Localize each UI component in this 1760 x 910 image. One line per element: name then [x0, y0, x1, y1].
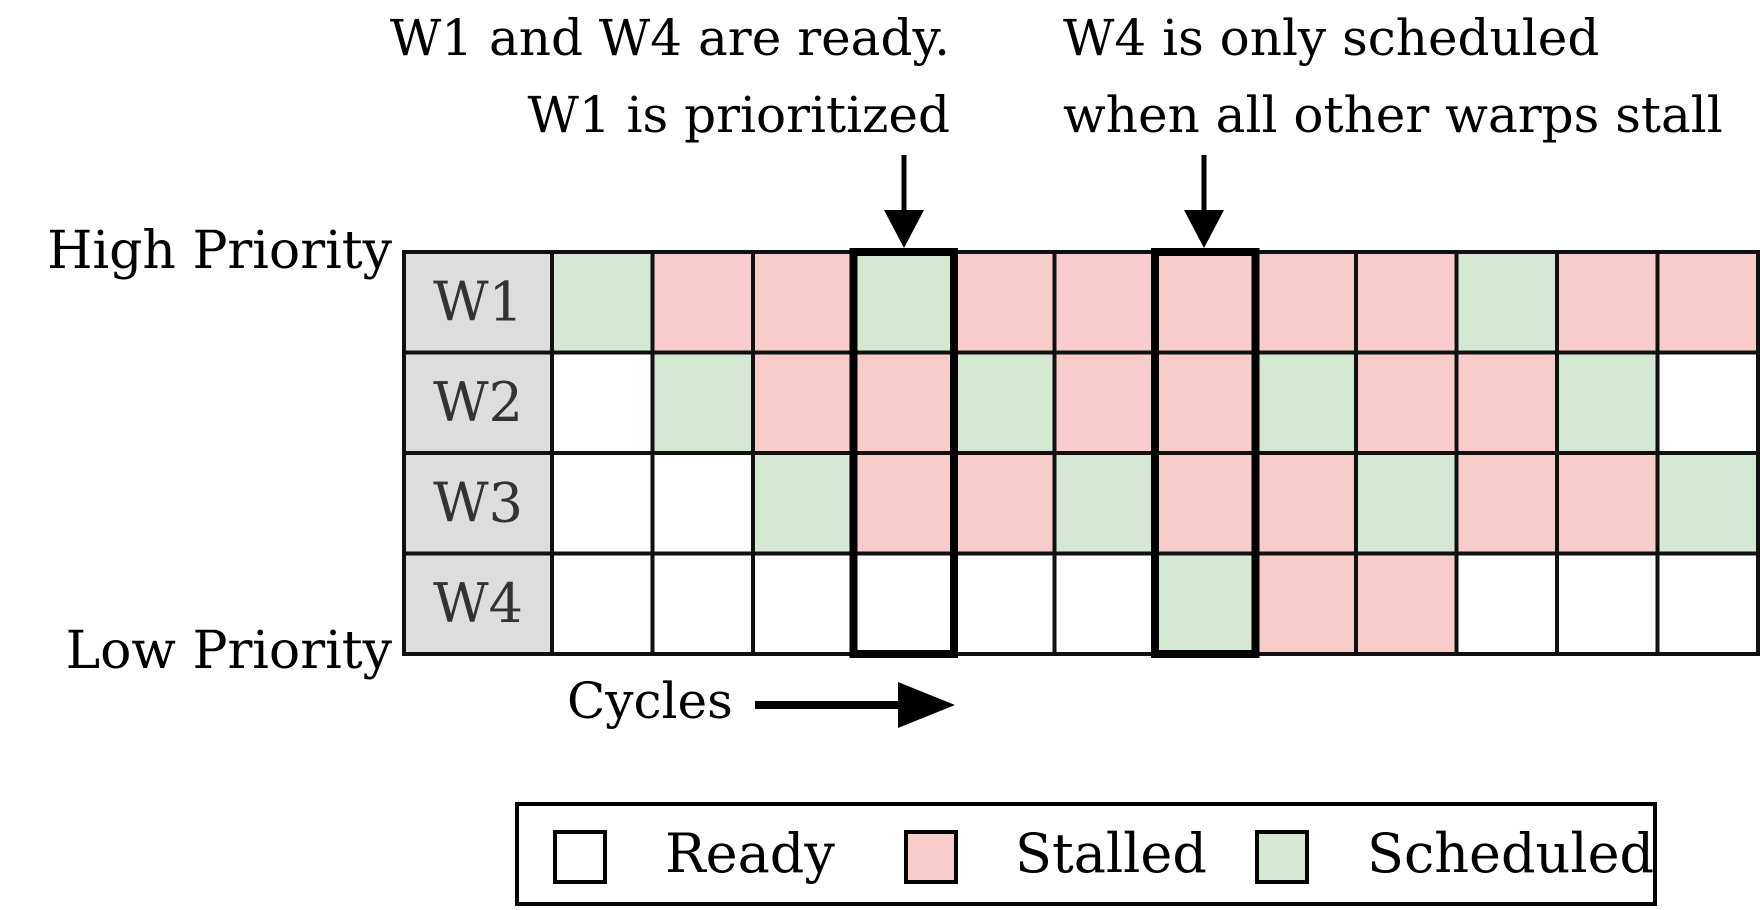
cell-w2-10-stalled [1454, 350, 1559, 455]
legend: Ready Stalled Scheduled [515, 802, 1657, 906]
legend-label-stalled: Stalled [1015, 822, 1207, 885]
warp-label-cell-w3 [402, 451, 554, 556]
cell-w4-5-ready [952, 551, 1057, 656]
cell-w1-5-stalled [952, 250, 1057, 355]
cell-w3-1-ready [550, 451, 655, 556]
highlighted-columns [849, 248, 1260, 658]
cycles-label: Cycles [567, 672, 733, 730]
cycles-arrow [755, 682, 955, 728]
cell-w1-6-stalled [1052, 250, 1157, 355]
legend-label-scheduled: Scheduled [1367, 822, 1654, 885]
cell-w2-12-ready [1655, 350, 1760, 455]
low-priority-label: Low Priority [66, 621, 393, 681]
warp-label-w4: W4 [433, 572, 523, 635]
cell-w4-12-ready [1655, 551, 1760, 656]
cell-w2-3-stalled [751, 350, 856, 455]
cell-w1-7-stalled [1153, 250, 1258, 355]
cell-w3-6-scheduled [1052, 451, 1157, 556]
annotation-right-line1: W4 is only scheduled [1063, 9, 1599, 67]
cell-w3-3-scheduled [751, 451, 856, 556]
cell-w2-2-scheduled [650, 350, 755, 455]
legend-swatch-scheduled [1255, 830, 1309, 884]
cell-w2-4-stalled [851, 350, 956, 455]
cell-w1-2-stalled [650, 250, 755, 355]
cell-w2-9-stalled [1354, 350, 1459, 455]
legend-box [515, 802, 1657, 906]
warp-label-w3: W3 [433, 471, 523, 534]
highlight-column-4 [849, 248, 958, 658]
cell-w2-8-scheduled [1253, 350, 1358, 455]
cell-w2-6-stalled [1052, 350, 1157, 455]
warp-state-grid: W1 W2 W3 W4 [402, 250, 1760, 656]
cell-w4-3-ready [751, 551, 856, 656]
cell-w4-4-ready [851, 551, 956, 656]
legend-swatch-stalled [904, 830, 958, 884]
cell-w3-11-stalled [1555, 451, 1660, 556]
cell-w1-8-stalled [1253, 250, 1358, 355]
cell-w3-7-stalled [1153, 451, 1258, 556]
cell-w1-3-stalled [751, 250, 856, 355]
cell-w4-1-ready [550, 551, 655, 656]
cell-w3-10-stalled [1454, 451, 1559, 556]
annotation-arrow-right [1184, 155, 1224, 248]
highlight-column-7 [1151, 248, 1260, 658]
cell-w2-7-stalled [1153, 350, 1258, 455]
cell-w1-4-scheduled [851, 250, 956, 355]
cell-w4-11-ready [1555, 551, 1660, 656]
annotation-arrow-left [884, 155, 924, 248]
cell-w4-9-stalled [1354, 551, 1459, 656]
cell-w3-12-scheduled [1655, 451, 1760, 556]
cell-w3-5-stalled [952, 451, 1057, 556]
legend-label-ready: Ready [665, 822, 835, 885]
cell-w2-11-scheduled [1555, 350, 1660, 455]
cell-w3-2-ready [650, 451, 755, 556]
cell-w1-11-stalled [1555, 250, 1660, 355]
warp-label-w1: W1 [433, 270, 523, 333]
high-priority-label: High Priority [47, 221, 392, 281]
cell-w1-1-scheduled [550, 250, 655, 355]
cell-w1-10-scheduled [1454, 250, 1559, 355]
annotation-right-line2: when all other warps stall [1063, 86, 1723, 144]
cell-w2-1-ready [550, 350, 655, 455]
cell-w4-8-stalled [1253, 551, 1358, 656]
legend-swatch-ready [553, 830, 607, 884]
warp-label-cell-w4 [402, 551, 554, 656]
cell-w2-5-scheduled [952, 350, 1057, 455]
warp-label-w2: W2 [433, 371, 523, 434]
cell-w1-9-stalled [1354, 250, 1459, 355]
cell-w4-7-scheduled [1153, 551, 1258, 656]
cell-w4-2-ready [650, 551, 755, 656]
cell-w4-10-ready [1454, 551, 1559, 656]
cell-w3-4-stalled [851, 451, 956, 556]
cell-w4-6-ready [1052, 551, 1157, 656]
annotation-left-line2: W1 is prioritized [527, 86, 950, 144]
cell-w1-12-stalled [1655, 250, 1760, 355]
cell-w3-9-scheduled [1354, 451, 1459, 556]
cell-w3-8-stalled [1253, 451, 1358, 556]
annotation-left-line1: W1 and W4 are ready. [390, 9, 950, 67]
